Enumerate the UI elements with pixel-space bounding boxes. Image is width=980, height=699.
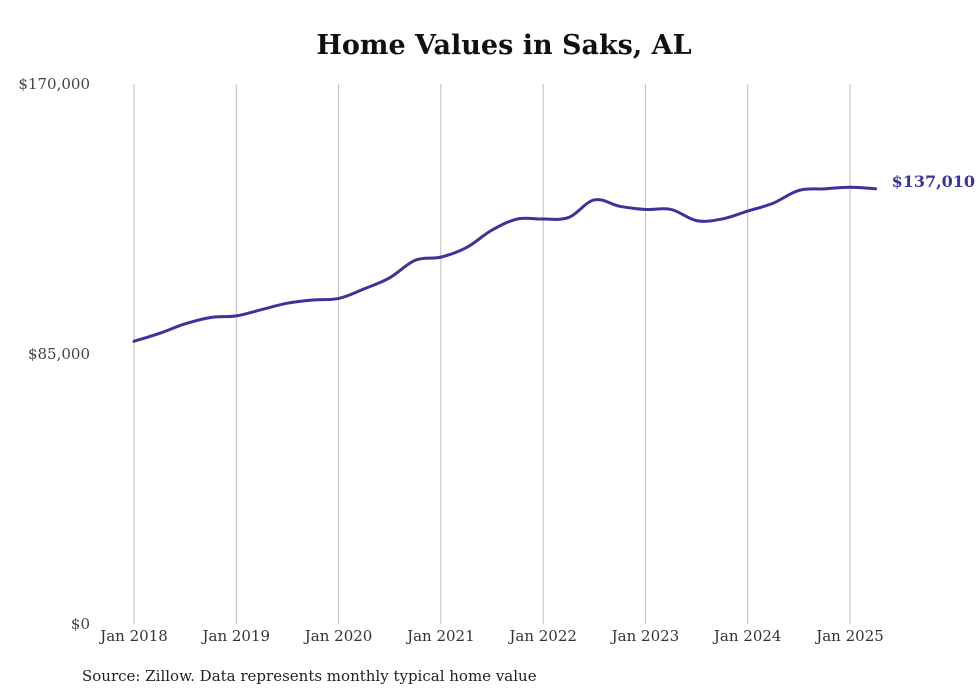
y-axis-ticks: $0 $85,000 $170,000 (18, 75, 90, 633)
end-value-label: $137,010 (892, 172, 976, 191)
x-tick-label: Jan 2019 (201, 627, 271, 645)
grid-lines (133, 84, 851, 624)
chart-title: Home Values in Saks, AL (316, 30, 692, 61)
x-tick-label: Jan 2022 (507, 627, 577, 645)
x-tick-label: Jan 2025 (814, 627, 884, 645)
home-value-line (132, 185, 878, 343)
y-tick-label: $170,000 (18, 75, 90, 93)
x-tick-label: Jan 2018 (98, 627, 168, 645)
x-tick-label: Jan 2024 (712, 627, 782, 645)
x-tick-label: Jan 2020 (303, 627, 373, 645)
source-note: Source: Zillow. Data represents monthly … (82, 667, 537, 685)
series-layer (132, 185, 878, 343)
end-label-layer: $137,010 (892, 172, 976, 191)
x-axis-ticks: Jan 2018 Jan 2019 Jan 2020 Jan 2021 Jan 2022… (98, 627, 884, 645)
x-tick-label: Jan 2023 (610, 627, 680, 645)
x-tick-label: Jan 2021 (405, 627, 475, 645)
y-tick-label: $85,000 (28, 345, 90, 363)
y-tick-label: $0 (71, 615, 90, 633)
